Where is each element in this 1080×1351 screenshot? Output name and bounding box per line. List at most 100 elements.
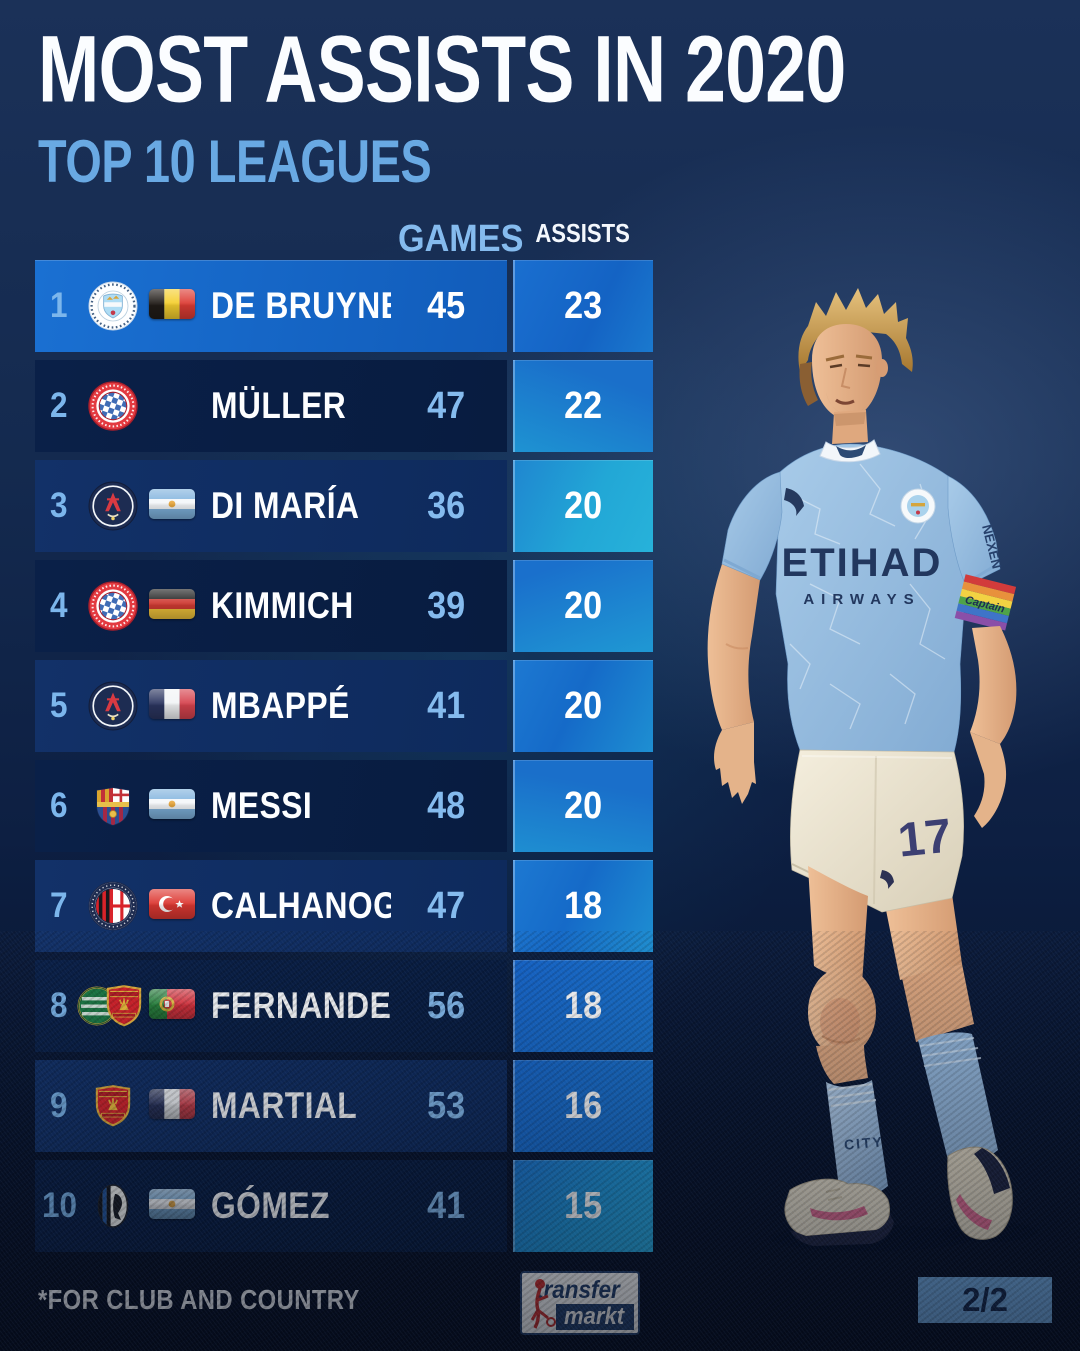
club-badge-man-united <box>99 981 149 1036</box>
assists-cell: 20 <box>513 560 653 652</box>
sock-back <box>918 1032 998 1163</box>
armband-text: Captain <box>964 594 1006 615</box>
puma-logo-chest <box>784 488 804 516</box>
shorts-number: 17 <box>895 809 954 867</box>
club-badge-bayern <box>83 560 143 652</box>
club-badge-atalanta <box>83 1160 143 1252</box>
assists-value: 18 <box>563 884 603 927</box>
transfermarkt-logo-line1: transfer <box>536 1276 620 1304</box>
assists-cell: 23 <box>513 260 653 352</box>
left-hand <box>970 732 1007 828</box>
transfermarkt-kicker-icon <box>530 1279 556 1329</box>
page-title: MOST ASSISTS IN 2020 <box>38 16 846 122</box>
title-block: MOST ASSISTS IN 2020 TOP 10 LEAGUES <box>38 22 1047 192</box>
rank-value: 2 <box>50 386 68 425</box>
club-badge-man-united <box>83 1060 143 1152</box>
games-value: 45 <box>426 284 466 327</box>
table-row: 2 <box>35 360 653 452</box>
flag-argentina <box>149 1188 195 1224</box>
player-name: CALHANOGLU <box>211 885 391 926</box>
transfermarkt-logo-line2: markt <box>564 1303 625 1330</box>
games-value: 48 <box>426 784 466 827</box>
flag-turkey <box>149 888 195 924</box>
flag-argentina <box>149 488 195 524</box>
club-badge-barcelona <box>83 760 143 852</box>
assists-value: 15 <box>563 1184 603 1227</box>
games-value: 47 <box>426 884 466 927</box>
table-row: 5 <box>35 660 653 752</box>
table-row: 4 <box>35 560 653 652</box>
flag-germany <box>149 588 195 624</box>
column-header-games: GAMES <box>397 218 524 260</box>
table-row: 1 <box>35 260 653 352</box>
sleeve-sponsor-text: NEXEN <box>979 523 1004 570</box>
rank-value: 5 <box>50 686 68 725</box>
table-row: 3 <box>35 460 653 552</box>
flag-portugal <box>149 988 195 1024</box>
jersey-sponsor-subtext: AIRWAYS <box>803 591 920 608</box>
assists-cell: 20 <box>513 660 653 752</box>
ground-shadow <box>770 1225 970 1251</box>
player-photo-kevin-de-bruyne: ETIHAD AIRWAYS NEXEN Captain <box>630 263 1080 1255</box>
collar <box>819 439 881 463</box>
page-indicator-badge: 2/2 <box>918 1277 1052 1323</box>
sock-front <box>826 1080 888 1199</box>
player-name: KIMMICH <box>211 585 354 626</box>
assists-value: 18 <box>563 984 603 1027</box>
assists-value: 23 <box>563 284 603 327</box>
rank-value: 8 <box>50 986 68 1025</box>
table-row: 7 <box>35 860 653 952</box>
assists-cell: 22 <box>513 360 653 452</box>
games-value: 41 <box>426 1184 466 1227</box>
page-subtitle: TOP 10 LEAGUES <box>38 128 432 195</box>
assists-cell: 20 <box>513 460 653 552</box>
jersey-club-badge <box>900 488 936 524</box>
rank-value: 10 <box>41 1186 77 1225</box>
assists-cell: 15 <box>513 1160 653 1252</box>
knee <box>808 968 876 1056</box>
right-hand <box>714 722 756 804</box>
club-badge-psg <box>83 460 143 552</box>
table-row: 10 <box>35 1160 653 1252</box>
games-value: 53 <box>426 1084 466 1127</box>
hair <box>798 288 913 372</box>
player-name: FERNANDES <box>211 985 391 1026</box>
assists-cell: 18 <box>513 860 653 952</box>
player-name: MESSI <box>211 785 313 826</box>
club-badge-manchester-city <box>83 260 143 352</box>
games-value: 39 <box>426 584 466 627</box>
player-name: DE BRUYNE <box>211 285 391 326</box>
left-arm <box>970 626 1017 744</box>
assists-value: 20 <box>563 584 603 627</box>
games-value: 36 <box>426 484 466 527</box>
assists-value: 16 <box>563 1084 603 1127</box>
ear <box>876 359 888 377</box>
captain-armband: Captain <box>954 574 1017 631</box>
rank-value: 1 <box>50 286 68 325</box>
column-header-assists: ASSISTS <box>535 218 631 248</box>
table-row: 8 <box>35 960 653 1052</box>
footnote: *FOR CLUB AND COUNTRY <box>38 1284 360 1315</box>
leaderboard-table: 1 <box>35 260 653 1252</box>
player-name: MARTIAL <box>211 1085 358 1126</box>
front-thigh <box>808 866 868 984</box>
assists-value: 22 <box>563 384 603 427</box>
jersey <box>775 443 967 753</box>
assists-cell: 18 <box>513 960 653 1052</box>
club-badge-psg <box>83 660 143 752</box>
flag-france <box>149 688 195 724</box>
rank-value: 9 <box>50 1086 68 1125</box>
sock-text: CITY <box>843 1133 884 1152</box>
assists-value: 20 <box>563 784 603 827</box>
right-arm <box>707 564 760 730</box>
table-row: 9 <box>35 1060 653 1152</box>
flag-argentina <box>149 788 195 824</box>
club-badge-ac-milan <box>83 860 143 952</box>
flag-belgium <box>149 288 195 324</box>
jersey-crackle-pattern <box>789 463 946 730</box>
player-name: GÓMEZ <box>211 1185 330 1226</box>
transfermarkt-logo: transfer markt <box>520 1271 640 1335</box>
boot-front <box>784 1178 890 1237</box>
flag-france <box>149 1088 195 1124</box>
games-value: 41 <box>426 684 466 727</box>
